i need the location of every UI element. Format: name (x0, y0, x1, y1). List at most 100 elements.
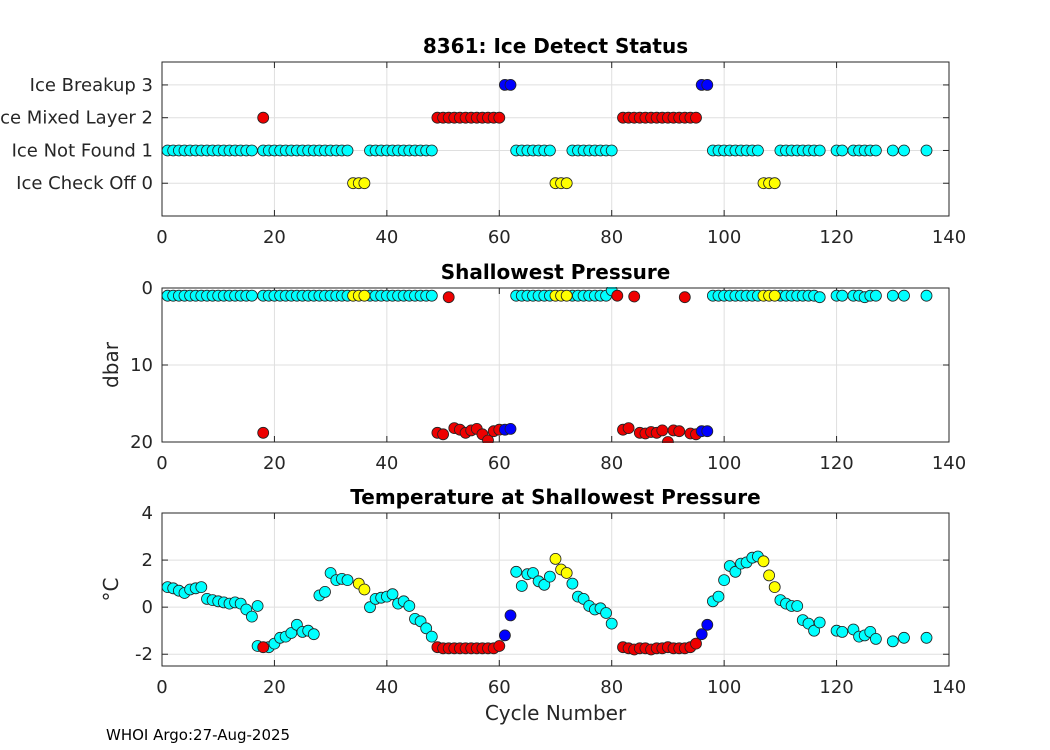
series-ice-check-off (347, 177, 781, 190)
data-point (245, 289, 258, 302)
data-point (605, 144, 618, 157)
data-point (673, 425, 686, 438)
data-point (701, 425, 714, 438)
x-tick-label: 60 (488, 677, 511, 698)
y-tick-label: 0 (142, 597, 153, 618)
x-tick-label: 100 (707, 453, 741, 474)
data-point (515, 580, 528, 592)
data-point (538, 578, 551, 591)
data-point (504, 79, 517, 91)
data-point (425, 144, 438, 157)
series-ice-not-found (161, 144, 933, 157)
data-point (245, 610, 258, 623)
data-point (768, 581, 781, 593)
axes-frame (161, 512, 950, 667)
y-tick-label: Ice Breakup 3 (30, 75, 153, 96)
series-ice-mixed-layer (257, 289, 702, 443)
data-point (420, 622, 433, 635)
data-point (870, 633, 882, 645)
y-tick-label: 20 (130, 432, 153, 453)
x-tick-label: 20 (263, 677, 286, 698)
y-tick-label: 2 (142, 550, 153, 571)
data-point (307, 628, 320, 641)
y-tick-label: 10 (130, 355, 153, 376)
data-point (425, 630, 438, 643)
data-point (752, 144, 764, 157)
series-ice-breakup (498, 609, 714, 642)
data-point (690, 111, 702, 124)
data-point (920, 631, 933, 644)
data-point (813, 144, 826, 157)
data-point (690, 637, 702, 650)
data-point (870, 289, 882, 302)
data-point (898, 631, 910, 644)
data-point (678, 291, 691, 304)
x-tick-label: 0 (156, 227, 167, 248)
data-point (836, 144, 849, 157)
data-point (358, 289, 371, 302)
data-point (493, 111, 506, 124)
series-ice-check-off (347, 289, 781, 302)
data-point (560, 567, 573, 579)
y-tick-label: Ice Not Found 1 (12, 140, 153, 161)
x-tick-label: 20 (263, 227, 286, 248)
data-point (319, 586, 331, 598)
data-point (442, 291, 455, 304)
data-point (527, 567, 539, 579)
data-points (161, 550, 933, 656)
data-points (161, 79, 933, 190)
data-point (768, 177, 781, 190)
data-point (341, 144, 354, 157)
data-point (695, 628, 708, 641)
y-tick-label: Ice Mixed Layer 2 (0, 108, 153, 129)
data-point (251, 600, 264, 612)
data-point (920, 289, 933, 302)
data-point (757, 555, 770, 568)
data-point (898, 144, 910, 157)
data-point (560, 289, 573, 302)
data-point (718, 574, 730, 586)
x-tick-label: 100 (707, 677, 741, 698)
data-point (701, 618, 714, 631)
footer-stamp: WHOI Argo:27-Aug-2025 (106, 726, 291, 744)
axes-frame (161, 287, 950, 443)
y-axis-label: dbar (99, 341, 123, 388)
data-point (870, 144, 882, 157)
x-tick-label: 20 (263, 453, 286, 474)
axes-frame (161, 61, 950, 217)
x-tick-label: 0 (156, 677, 167, 698)
data-point (403, 600, 416, 612)
data-point (813, 291, 826, 304)
data-point (836, 626, 849, 638)
x-tick-label: 100 (707, 227, 741, 248)
x-tick-label: 120 (819, 453, 853, 474)
x-tick-label: 40 (375, 677, 398, 698)
series-ice-check-off (352, 553, 781, 596)
x-tick-label: 80 (600, 453, 623, 474)
y-tick-label: -2 (135, 644, 153, 665)
data-point (544, 570, 556, 583)
chart-panel-1: 0 20 40 60 80 100 120 140 Ice Check Off 0 Ice Not… (0, 34, 966, 248)
x-tick-label: 80 (600, 677, 623, 698)
data-point (510, 565, 523, 578)
data-point (437, 428, 450, 441)
data-point (386, 588, 399, 601)
data-point (425, 289, 438, 302)
data-points (161, 287, 933, 443)
data-point (498, 629, 511, 642)
data-point (560, 177, 573, 190)
x-tick-label: 60 (488, 453, 511, 474)
series-ice-breakup (498, 422, 714, 438)
data-point (813, 616, 826, 629)
series-ice-mixed-layer (257, 111, 702, 124)
series-ice-not-found (161, 287, 933, 304)
data-point (566, 577, 579, 590)
data-point (549, 553, 562, 565)
data-point (920, 144, 933, 157)
data-point (701, 79, 714, 91)
chart-title: Temperature at Shallowest Pressure (350, 485, 760, 509)
data-point (358, 177, 371, 190)
x-tick-label: 60 (488, 227, 511, 248)
